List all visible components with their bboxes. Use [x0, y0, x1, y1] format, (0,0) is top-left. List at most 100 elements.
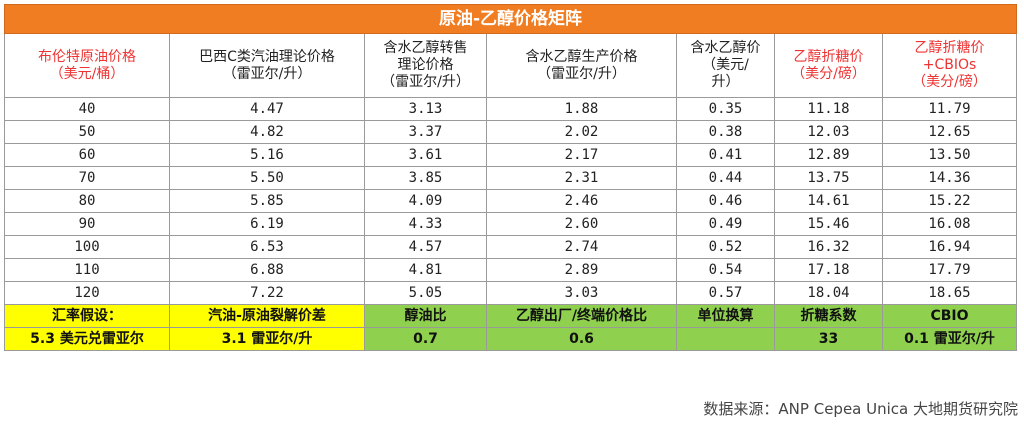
- table-cell: 5.50: [169, 166, 365, 190]
- table-cell: 2.60: [486, 212, 677, 236]
- footer-value: 33: [774, 327, 883, 351]
- table-cell: 3.37: [364, 120, 487, 144]
- footer-value: 0.7: [364, 327, 487, 351]
- table-cell: 0.38: [676, 120, 775, 144]
- table-cell: 11.79: [881, 97, 1018, 121]
- table-cell: 60: [4, 143, 170, 167]
- footer-label: 醇油比: [364, 304, 487, 328]
- footer-value: 0.1 雷亚尔/升: [881, 327, 1018, 351]
- table-cell: 13.50: [881, 143, 1018, 167]
- column-header: 含水乙醇转售 理论价格 （雷亚尔/升）: [364, 33, 487, 98]
- column-header: 乙醇折糖价 （美分/磅）: [774, 33, 883, 98]
- footer-value: 3.1 雷亚尔/升: [169, 327, 365, 351]
- footer-value-row: 5.3 美元兑雷亚尔 3.1 雷亚尔/升 0.7 0.6 33 0.1 雷亚尔/升: [4, 327, 1018, 351]
- column-header: 布伦特原油价格 （美元/桶）: [4, 33, 170, 98]
- table-cell: 5.05: [364, 281, 487, 305]
- footer-label: 乙醇出厂/终端价格比: [486, 304, 677, 328]
- table-cell: 1.88: [486, 97, 677, 121]
- table-cell: 15.46: [774, 212, 883, 236]
- table-title: 原油-乙醇价格矩阵: [3, 4, 1018, 34]
- price-matrix-table: 原油-乙醇价格矩阵 布伦特原油价格 （美元/桶） 巴西C类汽油理论价格 （雷亚尔/…: [3, 4, 1018, 351]
- table-cell: 2.17: [486, 143, 677, 167]
- footer-label: 汇率假设：: [4, 304, 170, 328]
- table-cell: 13.75: [774, 166, 883, 190]
- table-cell: 3.61: [364, 143, 487, 167]
- table-row: 60 5.16 3.61 2.17 0.41 12.89 13.50: [4, 143, 1018, 167]
- table-row: 110 6.88 4.81 2.89 0.54 17.18 17.79: [4, 258, 1018, 282]
- table-cell: 4.47: [169, 97, 365, 121]
- header-row: 布伦特原油价格 （美元/桶） 巴西C类汽油理论价格 （雷亚尔/升） 含水乙醇转售 理…: [4, 33, 1018, 98]
- table-cell: 4.09: [364, 189, 487, 213]
- table-cell: 120: [4, 281, 170, 305]
- table-cell: 0.54: [676, 258, 775, 282]
- column-header: 巴西C类汽油理论价格 （雷亚尔/升）: [169, 33, 365, 98]
- table-cell: 3.13: [364, 97, 487, 121]
- table-cell: 4.81: [364, 258, 487, 282]
- table-cell: 0.49: [676, 212, 775, 236]
- table-cell: 100: [4, 235, 170, 259]
- table-cell: 6.53: [169, 235, 365, 259]
- table-cell: 18.04: [774, 281, 883, 305]
- table-cell: 50: [4, 120, 170, 144]
- table-cell: 17.79: [881, 258, 1018, 282]
- table-cell: 7.22: [169, 281, 365, 305]
- table-cell: 15.22: [881, 189, 1018, 213]
- table-row: 100 6.53 4.57 2.74 0.52 16.32 16.94: [4, 235, 1018, 259]
- table-row: 40 4.47 3.13 1.88 0.35 11.18 11.79: [4, 97, 1018, 121]
- footer-value: 0.6: [486, 327, 677, 351]
- table-cell: 12.89: [774, 143, 883, 167]
- table-cell: 4.57: [364, 235, 487, 259]
- table-cell: 0.46: [676, 189, 775, 213]
- table-cell: 16.32: [774, 235, 883, 259]
- table-cell: 70: [4, 166, 170, 190]
- table-row: 80 5.85 4.09 2.46 0.46 14.61 15.22: [4, 189, 1018, 213]
- table-cell: 3.85: [364, 166, 487, 190]
- footer-label-row: 汇率假设： 汽油-原油裂解价差 醇油比 乙醇出厂/终端价格比 单位换算 折糖系数 CBIO: [4, 304, 1018, 328]
- table-cell: 16.08: [881, 212, 1018, 236]
- table-cell: 12.65: [881, 120, 1018, 144]
- column-header: 乙醇折糖价 +CBIOs （美分/磅）: [881, 33, 1018, 98]
- table-cell: 17.18: [774, 258, 883, 282]
- column-header: 含水乙醇生产价格 （雷亚尔/升）: [486, 33, 677, 98]
- table-cell: 2.31: [486, 166, 677, 190]
- table-cell: 40: [4, 97, 170, 121]
- table-cell: 2.74: [486, 235, 677, 259]
- table-cell: 2.89: [486, 258, 677, 282]
- table-row: 70 5.50 3.85 2.31 0.44 13.75 14.36: [4, 166, 1018, 190]
- table-cell: 18.65: [881, 281, 1018, 305]
- table-cell: 110: [4, 258, 170, 282]
- footer-value: 5.3 美元兑雷亚尔: [4, 327, 170, 351]
- table-cell: 4.33: [364, 212, 487, 236]
- table-cell: 3.03: [486, 281, 677, 305]
- table-cell: 0.35: [676, 97, 775, 121]
- footer-label: 单位换算: [676, 304, 775, 328]
- table-cell: 16.94: [881, 235, 1018, 259]
- table-cell: 4.82: [169, 120, 365, 144]
- table-cell: 11.18: [774, 97, 883, 121]
- table-cell: 14.36: [881, 166, 1018, 190]
- table-row: 50 4.82 3.37 2.02 0.38 12.03 12.65: [4, 120, 1018, 144]
- footer-label: CBIO: [881, 304, 1018, 328]
- table-cell: 6.88: [169, 258, 365, 282]
- table-cell: 0.57: [676, 281, 775, 305]
- table-cell: 5.16: [169, 143, 365, 167]
- title-row: 原油-乙醇价格矩阵: [3, 4, 1018, 34]
- table-cell: 80: [4, 189, 170, 213]
- table-row: 120 7.22 5.05 3.03 0.57 18.04 18.65: [4, 281, 1018, 305]
- table-cell: 12.03: [774, 120, 883, 144]
- column-header: 含水乙醇价 （美元/ 升）: [676, 33, 775, 98]
- table-cell: 0.41: [676, 143, 775, 167]
- footer-label: 折糖系数: [774, 304, 883, 328]
- source-note: 数据来源：ANP Cepea Unica 大地期货研究院: [703, 400, 1018, 418]
- table-cell: 6.19: [169, 212, 365, 236]
- table-cell: 5.85: [169, 189, 365, 213]
- table-cell: 14.61: [774, 189, 883, 213]
- footer-value: [676, 327, 775, 351]
- table-row: 90 6.19 4.33 2.60 0.49 15.46 16.08: [4, 212, 1018, 236]
- table-cell: 2.46: [486, 189, 677, 213]
- table-cell: 90: [4, 212, 170, 236]
- table-cell: 0.52: [676, 235, 775, 259]
- table-cell: 0.44: [676, 166, 775, 190]
- table-cell: 2.02: [486, 120, 677, 144]
- footer-label: 汽油-原油裂解价差: [169, 304, 365, 328]
